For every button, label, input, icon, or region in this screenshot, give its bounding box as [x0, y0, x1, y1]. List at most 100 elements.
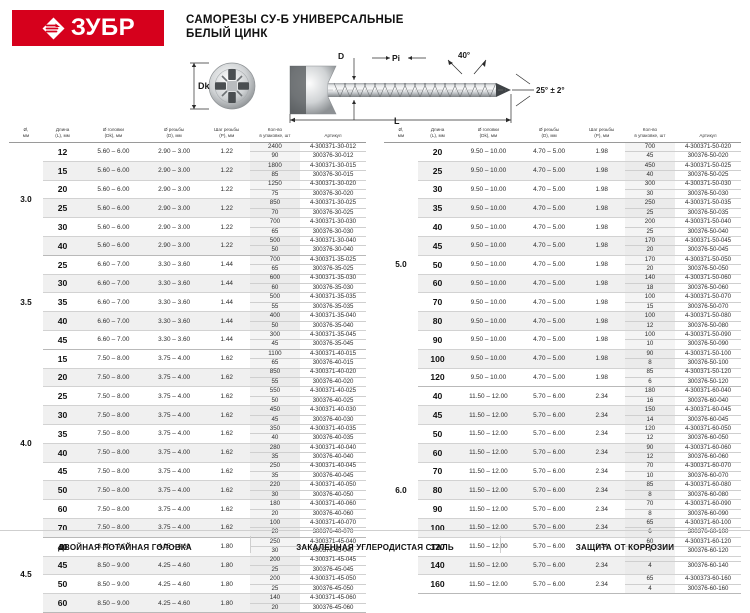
- cell-pitch: 2.34: [578, 405, 625, 425]
- cell-head-diameter: 7.50 – 8.00: [82, 424, 145, 444]
- cell-article: 4-300373-60-160 300376-60-160: [674, 574, 741, 595]
- cell-length: 25: [417, 161, 458, 181]
- right-table-wrap: Ø, мм Длина (L), мм Ø головки (Dk), мм Ø ре…: [375, 126, 750, 613]
- cell-length: 40: [417, 217, 458, 237]
- cell-length: 60: [42, 499, 83, 519]
- col-quantity: Кол-во в упаковке, шт: [249, 126, 300, 143]
- cell-pitch: 2.34: [578, 499, 625, 519]
- cell-length: 120: [417, 537, 458, 557]
- title-line-1: САМОРЕЗЫ СУ-Б УНИВЕРСАЛЬНЫЕ: [186, 14, 404, 26]
- cell-quantity: 1250 75: [249, 180, 300, 200]
- col-thread-diameter: Ø резьбы (D), мм: [144, 126, 204, 143]
- cell-length: 25: [42, 198, 83, 219]
- cell-quantity: 90 8: [624, 349, 675, 369]
- table-row: 70 11.50 – 12.00 5.70 – 6.00 2.34 70 10 4-3003…: [384, 462, 741, 482]
- cell-length: 20: [417, 142, 458, 162]
- table-row: 90 11.50 – 12.00 5.70 – 6.00 2.34 70 8 4-30037…: [384, 499, 741, 519]
- dimension-thread-angle: [447, 59, 487, 75]
- cell-thread-diameter: 3.75 – 4.00: [144, 499, 204, 519]
- table-row: 3.5 25 6.60 – 7.00 3.30 – 3.60 1.44 700 65 4-30…: [9, 255, 366, 307]
- cell-length: 30: [417, 180, 458, 200]
- cell-length: 100: [417, 349, 458, 369]
- cell-head-diameter: 9.50 – 10.00: [457, 330, 520, 350]
- cell-pitch: 1.22: [203, 142, 250, 162]
- cell-quantity: 170 20: [624, 236, 675, 256]
- table-row: 60 9.50 – 10.00 4.70 – 5.00 1.98 140 18 4-3003…: [384, 274, 741, 294]
- cell-quantity: 850 70: [249, 198, 300, 219]
- cell-length: 45: [417, 405, 458, 425]
- cell-article: 4-300371-50-020 300376-50-020: [674, 142, 741, 162]
- table-row: 90 9.50 – 10.00 4.70 – 5.00 1.98 100 10 4-3003…: [384, 330, 741, 350]
- cell-head-diameter: 11.50 – 12.00: [457, 462, 520, 482]
- cell-article: 4-300371-50-070 300376-50-070: [674, 292, 741, 313]
- cell-length: 45: [42, 330, 83, 350]
- cell-length: 40: [417, 386, 458, 407]
- cell-thread-diameter: 4.70 – 5.00: [519, 349, 579, 369]
- cell-head-diameter: 11.50 – 12.00: [457, 499, 520, 519]
- cell-quantity: 600 60: [249, 274, 300, 294]
- cell-pitch: 1.62: [203, 368, 250, 388]
- title-line-2: БЕЛЫЙ ЦИНК: [186, 28, 268, 40]
- cell-head-diameter: 6.60 – 7.00: [82, 311, 145, 331]
- cell-thread-diameter: 4.70 – 5.00: [519, 236, 579, 256]
- col-quantity: Кол-во в упаковке, шт: [624, 126, 675, 143]
- cell-thread-diameter: 3.30 – 3.60: [144, 255, 204, 275]
- cell-head-diameter: 9.50 – 10.00: [457, 311, 520, 331]
- cell-article: 4-300371-45-050 300376-45-050: [299, 574, 366, 595]
- cell-length: 40: [42, 443, 83, 463]
- col-diameter: Ø, мм: [9, 126, 43, 143]
- cell-thread-diameter: 5.70 – 6.00: [519, 462, 579, 482]
- dimension-dk: [190, 62, 209, 110]
- cell-length: 60: [417, 274, 458, 294]
- cell-pitch: 1.98: [578, 180, 625, 200]
- specification-tables: Ø, мм Длина (L), мм Ø головки (Dk), мм Ø ре…: [0, 126, 750, 613]
- cell-pitch: 1.62: [203, 349, 250, 369]
- thread-angle-label: 40°: [458, 51, 470, 60]
- cell-head-diameter: 9.50 – 10.00: [457, 236, 520, 256]
- cell-article: 4-300371-60-080 300376-60-080: [674, 480, 741, 501]
- cell-pitch: 1.62: [203, 462, 250, 482]
- cell-head-diameter: 9.50 – 10.00: [457, 142, 520, 162]
- cell-thread-diameter: 4.70 – 5.00: [519, 255, 579, 275]
- group-diameter-cell: 3.0: [20, 194, 32, 204]
- cell-article: 4-300371-30-040 300376-30-040: [299, 236, 366, 256]
- cell-quantity: 85 6: [624, 368, 675, 388]
- cell-length: 120: [417, 368, 458, 388]
- cell-quantity: 350 40: [249, 424, 300, 444]
- cell-thread-diameter: 3.75 – 4.00: [144, 518, 204, 538]
- cell-thread-diameter: 4.25 – 4.60: [144, 574, 204, 595]
- cell-head-diameter: 7.50 – 8.00: [82, 368, 145, 388]
- cell-head-diameter: 6.60 – 7.00: [82, 255, 145, 275]
- cell-article: 4-300371-40-070 300376-40-070: [299, 518, 366, 538]
- cell-pitch: 1.98: [578, 198, 625, 219]
- table-row: 40 9.50 – 10.00 4.70 – 5.00 1.98 200 25 4-3003…: [384, 217, 741, 237]
- cell-head-diameter: 9.50 – 10.00: [457, 349, 520, 369]
- cell-article: 4-300371-50-045 300376-50-045: [674, 236, 741, 256]
- cell-pitch: 1.98: [578, 311, 625, 331]
- dimension-d: [352, 58, 356, 120]
- table-row: 45 9.50 – 10.00 4.70 – 5.00 1.98 170 20 4-3003…: [384, 236, 741, 256]
- cell-article: 4-300371-50-025 300376-50-025: [674, 161, 741, 181]
- cell-thread-diameter: 2.90 – 3.00: [144, 142, 204, 162]
- cell-thread-diameter: 3.30 – 3.60: [144, 292, 204, 313]
- cell-pitch: 1.62: [203, 386, 250, 407]
- cell-head-diameter: 9.50 – 10.00: [457, 198, 520, 219]
- cell-quantity: 140 18: [624, 274, 675, 294]
- table-row: 5.0 20 9.50 – 10.00 4.70 – 5.00 1.98 700 45 4-3…: [384, 142, 741, 269]
- table-row: 25 7.50 – 8.00 3.75 – 4.00 1.62 550 50 4-30037…: [9, 386, 366, 407]
- cell-pitch: 1.98: [578, 142, 625, 162]
- cell-pitch: 1.44: [203, 274, 250, 294]
- cell-length: 50: [417, 424, 458, 444]
- table-row: 3.0 12 5.60 – 6.00 2.90 – 3.00 1.22 2400 90 4-3…: [9, 142, 366, 204]
- cell-pitch: 1.44: [203, 330, 250, 350]
- cell-thread-diameter: 5.70 – 6.00: [519, 424, 579, 444]
- cell-pitch: 2.34: [578, 462, 625, 482]
- cell-quantity: 100 12: [624, 311, 675, 331]
- table-row: 45 11.50 – 12.00 5.70 – 6.00 2.34 150 14 4-300…: [384, 405, 741, 425]
- cell-thread-diameter: 3.75 – 4.00: [144, 405, 204, 425]
- cell-thread-diameter: 5.70 – 6.00: [519, 499, 579, 519]
- cell-quantity: 100 15: [624, 292, 675, 313]
- cell-length: 50: [42, 574, 83, 595]
- table-row: 100 9.50 – 10.00 4.70 – 5.00 1.98 90 8 4-30037…: [384, 349, 741, 369]
- dimension-pi: [372, 56, 426, 60]
